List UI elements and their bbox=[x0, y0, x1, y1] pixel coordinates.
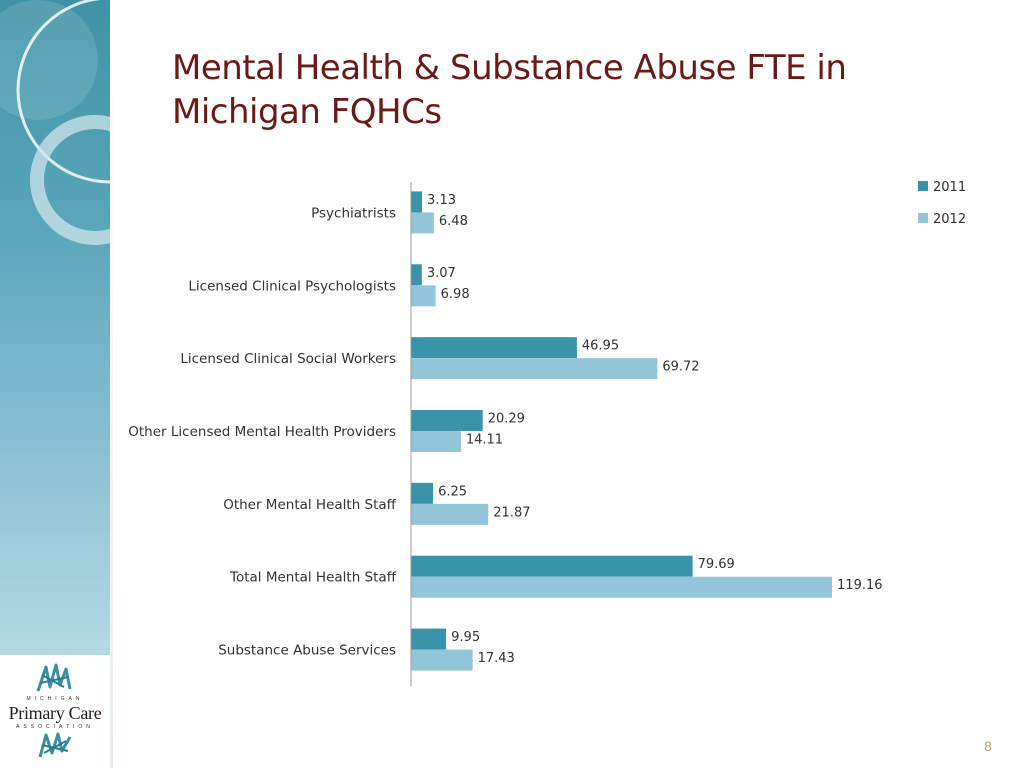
value-label: 21.87 bbox=[493, 505, 530, 520]
category-label: Licensed Clinical Social Workers bbox=[180, 351, 396, 367]
bar-2012 bbox=[411, 503, 489, 525]
bar-2012 bbox=[411, 285, 436, 307]
bar-2012 bbox=[411, 649, 473, 671]
logo-upper-mark-icon bbox=[36, 663, 72, 692]
organization-logo: MICHIGAN Primary Care ASSOCIATION bbox=[0, 655, 110, 768]
value-label: 6.48 bbox=[439, 214, 468, 229]
legend-swatch bbox=[918, 213, 928, 223]
category-label: Total Mental Health Staff bbox=[229, 570, 397, 586]
slide-title: Mental Health & Substance Abuse FTE in M… bbox=[172, 48, 847, 132]
bar-2011 bbox=[411, 264, 422, 286]
bar-2012 bbox=[411, 212, 434, 234]
value-label: 6.25 bbox=[438, 484, 467, 499]
value-label: 3.13 bbox=[427, 193, 456, 208]
category-label: Other Licensed Mental Health Providers bbox=[128, 424, 396, 440]
decorative-circles bbox=[0, 0, 110, 245]
value-label: 9.95 bbox=[451, 630, 480, 645]
sidebar-decoration bbox=[0, 0, 110, 655]
logo-main-text: Primary Care bbox=[8, 703, 102, 723]
bar-2011 bbox=[411, 555, 693, 577]
value-label: 119.16 bbox=[837, 578, 883, 593]
bar-2012 bbox=[411, 358, 658, 380]
bar-2012 bbox=[411, 576, 833, 598]
bar-2011 bbox=[411, 191, 423, 213]
value-label: 3.07 bbox=[427, 266, 456, 281]
category-label: Psychiatrists bbox=[311, 205, 396, 221]
logo-top-text: MICHIGAN bbox=[26, 696, 84, 702]
legend-label: 2012 bbox=[933, 212, 966, 227]
logo-lower-mark-icon bbox=[38, 732, 72, 758]
value-label: 69.72 bbox=[662, 360, 699, 375]
bar-2012 bbox=[411, 431, 461, 452]
value-label: 79.69 bbox=[698, 557, 735, 572]
bar-2011 bbox=[411, 482, 434, 504]
category-label: Other Mental Health Staff bbox=[223, 497, 396, 513]
value-label: 17.43 bbox=[478, 651, 515, 666]
bar-chart: Psychiatrists 3.13 6.48 Licensed Clinical P… bbox=[128, 180, 966, 686]
bar-2011 bbox=[411, 410, 483, 431]
logo-bottom-text: ASSOCIATION bbox=[16, 724, 94, 730]
bar-2011 bbox=[411, 337, 577, 359]
value-label: 20.29 bbox=[488, 412, 525, 427]
value-label: 46.95 bbox=[582, 339, 619, 354]
category-label: Substance Abuse Services bbox=[218, 643, 396, 659]
page-number: 8 bbox=[984, 738, 992, 754]
category-label: Licensed Clinical Psychologists bbox=[188, 278, 396, 294]
legend-label: 2011 bbox=[933, 180, 966, 195]
value-label: 6.98 bbox=[441, 287, 470, 302]
legend-swatch bbox=[918, 181, 928, 191]
sidebar-divider bbox=[110, 0, 113, 768]
value-label: 14.11 bbox=[466, 433, 503, 448]
bar-2011 bbox=[411, 628, 447, 650]
